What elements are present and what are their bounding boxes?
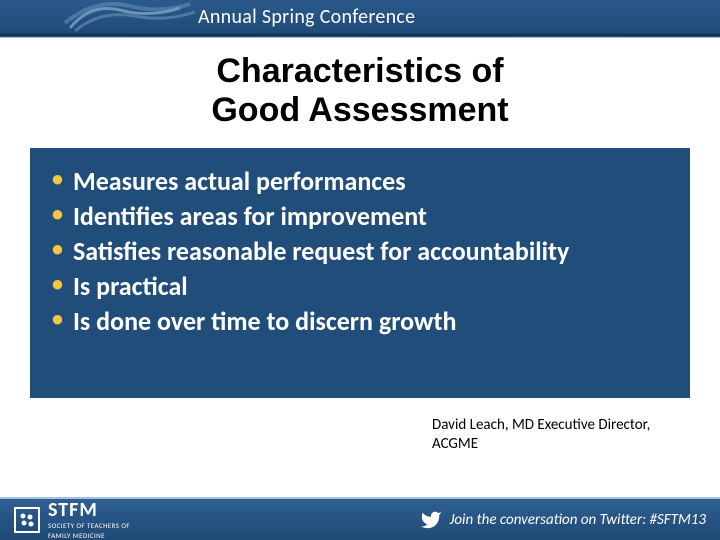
slide-title: Characteristics of Good Assessment xyxy=(0,52,720,130)
bullet-icon: • xyxy=(52,164,63,194)
swirl-icon xyxy=(60,0,210,38)
footer-logo-text: STFM SOCIETY OF TEACHERS OF FAMILY MEDIC… xyxy=(48,500,130,539)
attribution-text: David Leach, MD Executive Director, ACGM… xyxy=(432,416,687,454)
bullet-text: Identifies areas for improvement xyxy=(73,199,427,234)
stfm-mark-icon xyxy=(18,511,36,529)
footer-bar: STFM SOCIETY OF TEACHERS OF FAMILY MEDIC… xyxy=(0,497,720,540)
bullet-icon: • xyxy=(52,304,63,334)
twitter-icon xyxy=(420,509,442,531)
list-item: • Measures actual performances xyxy=(52,164,680,199)
bullet-text: Is practical xyxy=(73,269,188,304)
list-item: • Satisfies reasonable request for accou… xyxy=(52,234,680,269)
footer-org-line2: FAMILY MEDICINE xyxy=(48,532,130,540)
header-swirl-graphic xyxy=(0,0,190,35)
list-item: • Is practical xyxy=(52,269,680,304)
logo-badge-icon xyxy=(14,507,40,533)
header-underline xyxy=(0,35,720,38)
bullet-icon: • xyxy=(52,234,63,264)
bullet-icon: • xyxy=(52,199,63,229)
list-item: • Is done over time to discern growth xyxy=(52,304,680,339)
slide: Annual Spring Conference Characteristics… xyxy=(0,0,720,540)
title-line1: Characteristics of xyxy=(216,52,503,90)
bullet-text: Measures actual performances xyxy=(73,164,406,199)
footer-twitter: Join the conversation on Twitter: #SFTM1… xyxy=(420,509,706,531)
bullet-icon: • xyxy=(52,269,63,299)
footer-org-line1: SOCIETY OF TEACHERS OF xyxy=(48,522,130,530)
bullet-text: Is done over time to discern growth xyxy=(73,304,457,339)
content-box: • Measures actual performances • Identif… xyxy=(30,148,690,398)
footer-org-abbrev: STFM xyxy=(48,500,130,520)
header-title: Annual Spring Conference xyxy=(198,5,415,29)
footer-twitter-text: Join the conversation on Twitter: #SFTM1… xyxy=(450,511,706,529)
bullet-text: Satisfies reasonable request for account… xyxy=(73,234,569,269)
list-item: • Identifies areas for improvement xyxy=(52,199,680,234)
header-bar: Annual Spring Conference xyxy=(0,0,720,35)
title-line2: Good Assessment xyxy=(211,91,508,129)
footer-logo: STFM SOCIETY OF TEACHERS OF FAMILY MEDIC… xyxy=(14,500,130,539)
